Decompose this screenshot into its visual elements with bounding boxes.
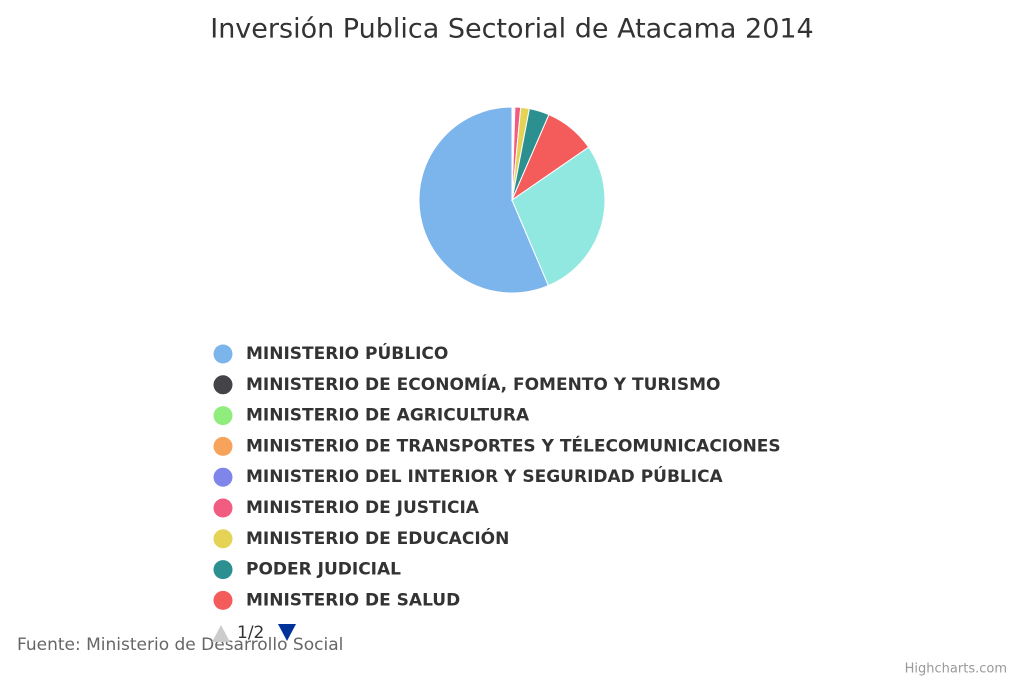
chart-title: Inversión Publica Sectorial de Atacama 2… [210,14,814,45]
credits[interactable]: Highcharts.com [905,662,1007,677]
legend-label[interactable]: MINISTERIO DE JUSTICIA [246,498,480,518]
legend-symbol [213,560,233,580]
legend-label[interactable]: MINISTERIO DE ECONOMÍA, FOMENTO Y TURISM… [246,373,720,395]
legend-page: 1/2 [237,623,264,643]
legend-label[interactable]: MINISTERIO DE SALUD [246,590,460,610]
legend-symbol [213,498,233,518]
pie-slice [418,106,550,294]
legend-label[interactable]: MINISTERIO DEL INTERIOR Y SEGURIDAD PÚBL… [246,465,724,487]
legend-symbol [213,406,233,426]
legend-symbol [213,436,233,456]
legend-label[interactable]: MINISTERIO DE EDUCACIÓN [246,527,509,549]
legend-next[interactable] [278,624,296,641]
legend-label[interactable]: MINISTERIO DE AGRICULTURA [246,406,530,426]
legend-symbol [213,467,233,487]
legend-label[interactable]: MINISTERIO DE TRANSPORTES Y TÉLECOMUNICA… [246,434,781,456]
legend-symbol [213,375,233,395]
legend-symbol [213,590,233,610]
legend-label[interactable]: PODER JUDICIAL [246,560,401,580]
pie-slice [511,146,606,287]
legend-symbol [213,529,233,549]
legend-label[interactable]: MINISTERIO PÚBLICO [246,342,448,364]
legend-symbol [213,344,233,364]
legend-prev[interactable] [212,625,230,642]
source: Fuente: Ministerio de Desarrollo Social [17,635,343,655]
